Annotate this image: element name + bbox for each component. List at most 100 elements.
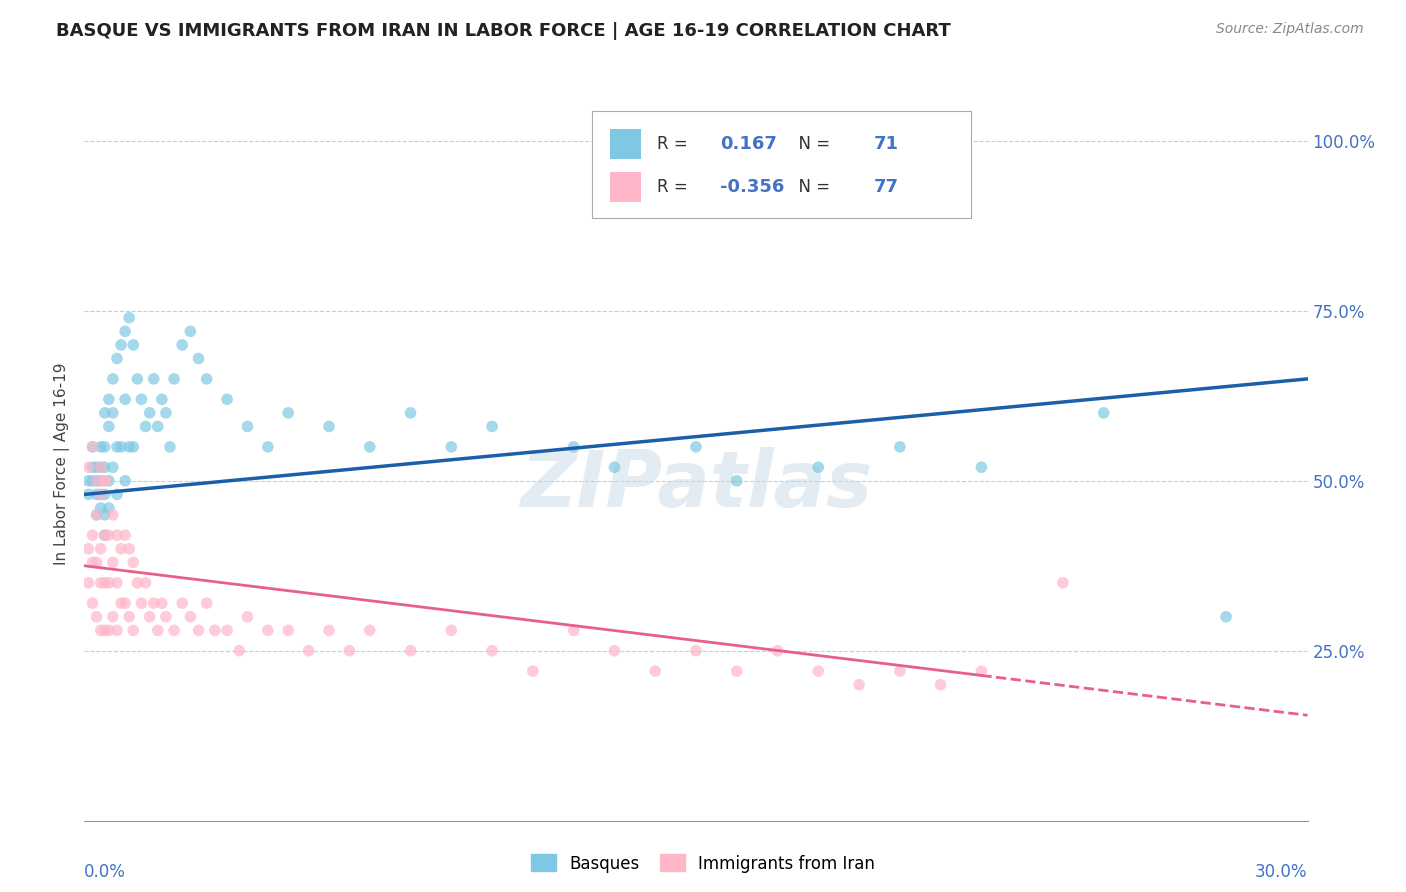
- Point: [217, 624, 239, 638]
- Point: [110, 440, 132, 454]
- Point: [105, 575, 128, 590]
- Point: [135, 575, 157, 590]
- Point: [118, 440, 141, 454]
- Point: [318, 624, 340, 638]
- Point: [179, 609, 201, 624]
- Point: [685, 644, 707, 658]
- Point: [77, 460, 100, 475]
- Point: [86, 460, 108, 475]
- Point: [236, 419, 259, 434]
- Point: [101, 609, 124, 624]
- Point: [1092, 406, 1115, 420]
- Point: [77, 575, 100, 590]
- Point: [603, 460, 626, 475]
- Point: [204, 624, 226, 638]
- Point: [86, 508, 108, 522]
- Legend: Basques, Immigrants from Iran: Basques, Immigrants from Iran: [524, 847, 882, 880]
- Point: [86, 609, 108, 624]
- Point: [172, 338, 194, 352]
- Point: [146, 419, 169, 434]
- Point: [90, 487, 112, 501]
- Point: [970, 460, 993, 475]
- Point: [122, 555, 145, 569]
- Bar: [610, 172, 641, 202]
- Point: [150, 392, 173, 407]
- Point: [522, 664, 544, 678]
- Point: [93, 487, 115, 501]
- Point: [93, 460, 115, 475]
- Point: [82, 460, 104, 475]
- Point: [481, 644, 503, 658]
- Point: [114, 528, 136, 542]
- Point: [118, 609, 141, 624]
- Text: N =: N =: [787, 136, 835, 153]
- Point: [105, 528, 128, 542]
- Bar: [610, 129, 641, 159]
- Text: 30.0%: 30.0%: [1256, 863, 1308, 881]
- Point: [93, 440, 115, 454]
- Point: [86, 508, 108, 522]
- Point: [298, 644, 321, 658]
- Point: [172, 596, 194, 610]
- Point: [97, 392, 120, 407]
- Point: [138, 609, 160, 624]
- Point: [187, 624, 209, 638]
- Point: [228, 644, 250, 658]
- Point: [138, 406, 160, 420]
- Point: [146, 624, 169, 638]
- Point: [318, 419, 340, 434]
- Point: [93, 624, 115, 638]
- Point: [97, 528, 120, 542]
- Point: [93, 474, 115, 488]
- Point: [86, 474, 108, 488]
- Point: [131, 392, 153, 407]
- Point: [163, 624, 186, 638]
- Point: [131, 596, 153, 610]
- Point: [86, 487, 108, 501]
- Point: [82, 474, 104, 488]
- Point: [77, 487, 100, 501]
- Point: [603, 644, 626, 658]
- Point: [195, 596, 218, 610]
- Point: [807, 460, 830, 475]
- Point: [889, 664, 911, 678]
- Point: [105, 487, 128, 501]
- Point: [90, 541, 112, 556]
- Point: [90, 460, 112, 475]
- Point: [86, 555, 108, 569]
- Point: [339, 644, 360, 658]
- Point: [114, 474, 136, 488]
- Point: [766, 644, 789, 658]
- Point: [97, 575, 120, 590]
- Point: [1052, 575, 1074, 590]
- Point: [236, 609, 259, 624]
- Text: R =: R =: [657, 136, 693, 153]
- Point: [725, 664, 748, 678]
- Point: [257, 440, 280, 454]
- Point: [807, 664, 830, 678]
- Point: [142, 596, 165, 610]
- Point: [101, 555, 124, 569]
- Point: [562, 440, 585, 454]
- Point: [118, 541, 141, 556]
- Point: [179, 324, 201, 338]
- Point: [135, 419, 157, 434]
- Point: [82, 596, 104, 610]
- Point: [399, 406, 422, 420]
- Point: [90, 460, 112, 475]
- Point: [562, 624, 585, 638]
- Point: [101, 406, 124, 420]
- Point: [440, 440, 463, 454]
- Text: R =: R =: [657, 178, 693, 196]
- Point: [277, 406, 299, 420]
- Point: [90, 575, 112, 590]
- Y-axis label: In Labor Force | Age 16-19: In Labor Force | Age 16-19: [55, 362, 70, 566]
- Text: 77: 77: [873, 178, 898, 196]
- Point: [77, 541, 100, 556]
- Point: [90, 501, 112, 516]
- Point: [97, 501, 120, 516]
- FancyBboxPatch shape: [592, 111, 972, 218]
- Point: [97, 474, 120, 488]
- Point: [90, 624, 112, 638]
- Point: [114, 392, 136, 407]
